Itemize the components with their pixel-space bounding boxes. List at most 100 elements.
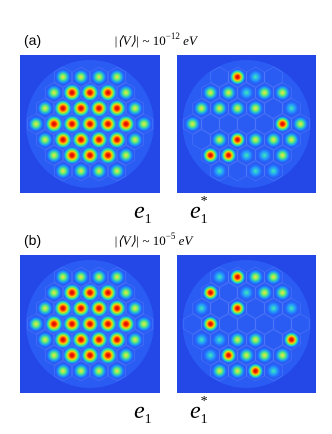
lattice-cell (36, 298, 54, 319)
lattice-cell (219, 145, 238, 166)
lattice-cell (228, 160, 247, 182)
lattice-cell (228, 298, 247, 319)
lattice-cell (246, 98, 265, 119)
density-spot (229, 331, 246, 348)
density-spot (274, 284, 291, 301)
density-spot (238, 284, 255, 301)
density-spot (99, 283, 117, 302)
density-spot (37, 131, 53, 148)
density-spot (37, 300, 53, 317)
density-spot (73, 269, 89, 285)
subscript: 1 (145, 412, 152, 427)
density-spot (81, 115, 99, 133)
lattice-cell (45, 82, 63, 103)
density-spot (91, 69, 107, 85)
lattice-cell (72, 160, 90, 182)
lattice-cell (117, 82, 135, 103)
density-spot (193, 100, 210, 117)
density-spot (72, 330, 90, 349)
lattice-cell (72, 266, 90, 288)
density-spot (37, 100, 53, 117)
superscript: * (201, 394, 208, 409)
lattice-cell (201, 313, 220, 335)
lattice-cell (72, 98, 90, 119)
density-spot (274, 116, 291, 132)
lattice-cell (45, 345, 63, 366)
density-spot (265, 269, 282, 285)
lattice-cell (255, 345, 274, 366)
lattice-cell (36, 98, 54, 119)
density-spot (211, 131, 228, 148)
lattice-cell (282, 298, 301, 319)
lattice-cell (54, 298, 72, 319)
left-caption: e1 (134, 398, 152, 427)
density-spot (211, 100, 228, 117)
density-spot (283, 331, 300, 348)
density-spot (55, 69, 71, 85)
lattice-cell (264, 329, 283, 350)
density-spot (136, 316, 152, 332)
lattice-cell (228, 329, 247, 350)
density-spot (108, 330, 126, 349)
density-spot (274, 347, 291, 364)
lattice-cell (72, 129, 90, 150)
lattice-cell (237, 145, 256, 166)
density-spot (46, 147, 62, 164)
density-spot (256, 84, 273, 101)
density-spot (81, 83, 99, 102)
lattice-cell (201, 345, 220, 366)
density-spot (283, 100, 300, 117)
lattice-cell (99, 113, 117, 135)
density-spot (99, 315, 117, 333)
density-spot (292, 116, 309, 132)
lattice-cell (45, 282, 63, 303)
density-spot (28, 316, 44, 332)
density-spot (46, 284, 62, 301)
lattice-cell (273, 113, 292, 135)
lattice-cell (210, 360, 229, 382)
lattice-cell (210, 129, 229, 150)
lattice-cell (192, 98, 211, 119)
lattice-cell (27, 113, 45, 135)
unit: eV (175, 233, 194, 248)
density-spot (81, 146, 99, 165)
lattice-cell (117, 113, 135, 135)
energy-annotation: |⟨V⟩| ~ 10−5 eV (114, 231, 194, 248)
subscript: 1 (201, 412, 208, 427)
symbol: e (190, 198, 201, 224)
density-spot (99, 115, 117, 133)
lattice-cell (36, 129, 54, 150)
density-spot (73, 69, 89, 85)
approx: ~ 10 (139, 233, 166, 248)
density-spot (202, 347, 219, 364)
lattice-cell (54, 160, 72, 182)
density-spot (127, 331, 143, 348)
lattice-cell (219, 113, 238, 135)
lattice-cell (210, 298, 229, 319)
density-spot (193, 300, 210, 317)
lattice-cell (63, 145, 81, 166)
density-spot (81, 346, 99, 365)
density-spot (211, 331, 228, 348)
density-spot (55, 363, 71, 379)
density-spot (55, 163, 71, 179)
lattice-cell (117, 282, 135, 303)
density-spot (247, 131, 264, 148)
lattice-cell (81, 113, 99, 135)
density-spot (265, 163, 282, 179)
lattice-cell (54, 66, 72, 88)
density-spot (274, 147, 291, 164)
lattice-cell (201, 282, 220, 303)
density-spot (256, 347, 273, 364)
density-spot (46, 347, 62, 364)
lattice-cell (81, 345, 99, 366)
density-spot (229, 363, 246, 379)
density-spot (72, 130, 90, 149)
density-spot (247, 331, 264, 348)
symbol: e (190, 398, 201, 424)
lattice-cell (54, 360, 72, 382)
lattice-cell (108, 66, 126, 88)
lattice-cell (63, 313, 81, 335)
lattice-cell (45, 145, 63, 166)
lattice-cell (90, 66, 108, 88)
